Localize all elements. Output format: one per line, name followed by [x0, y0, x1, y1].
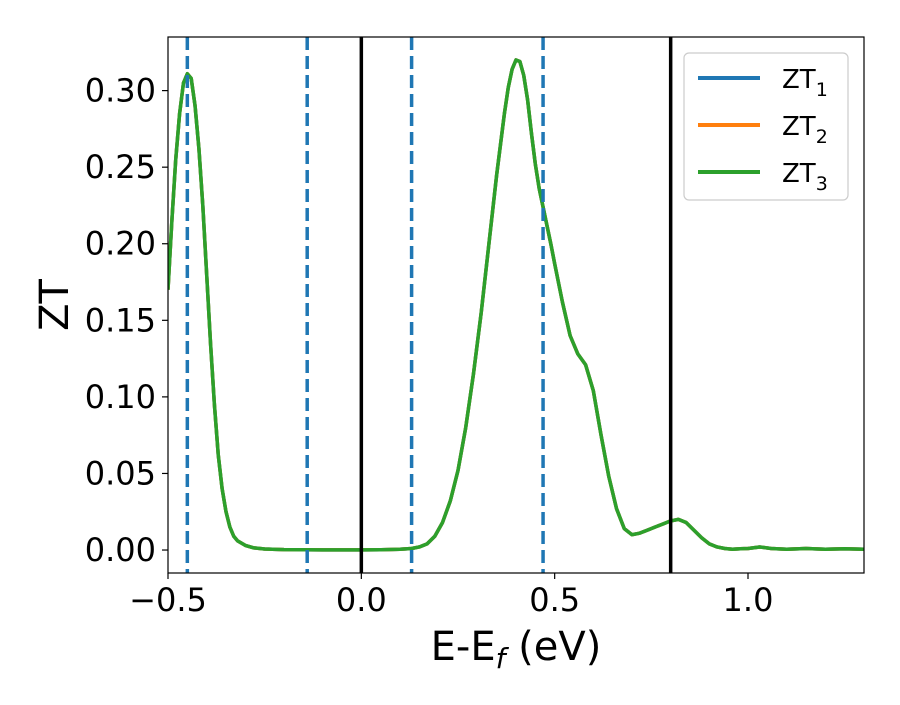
y-tick-label: 0.25	[85, 148, 156, 186]
legend-label-3: ZT3	[782, 159, 828, 195]
y-tick-label: 0.10	[85, 378, 156, 416]
legend-box	[683, 52, 849, 201]
y-tick-label: 0.15	[85, 301, 156, 339]
series-line-3	[168, 58, 864, 552]
x-tick-label: 0.0	[336, 581, 387, 619]
y-tick-label: 0.30	[85, 72, 156, 110]
x-tick-label: 0.5	[529, 581, 580, 619]
y-tick-label: 0.20	[85, 225, 156, 263]
y-axis-title: ZT	[32, 279, 78, 331]
x-tick-label: 1.0	[723, 581, 774, 619]
plot-frame	[167, 36, 865, 574]
legend-label-2: ZT2	[782, 112, 828, 148]
y-tick-label: 0.00	[85, 531, 156, 569]
x-axis-title: E-Ef (eV)	[431, 624, 602, 675]
x-tick-label: −0.5	[129, 581, 207, 619]
legend-label-1: ZT1	[782, 65, 828, 101]
y-tick-label: 0.05	[85, 454, 156, 492]
